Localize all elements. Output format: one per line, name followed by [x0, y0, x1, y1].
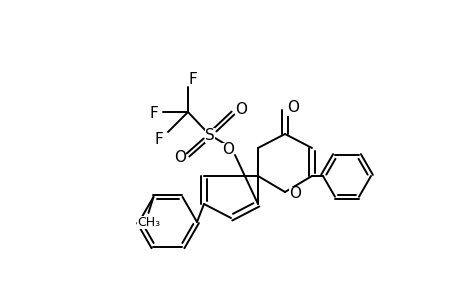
Text: O: O — [222, 142, 234, 158]
Text: O: O — [235, 103, 246, 118]
Text: S: S — [205, 128, 214, 142]
Text: O: O — [288, 187, 300, 202]
Text: F: F — [188, 71, 197, 86]
Text: F: F — [154, 133, 163, 148]
Text: O: O — [286, 100, 298, 116]
Text: F: F — [149, 106, 158, 122]
Text: CH₃: CH₃ — [137, 216, 160, 230]
Text: O: O — [174, 151, 185, 166]
